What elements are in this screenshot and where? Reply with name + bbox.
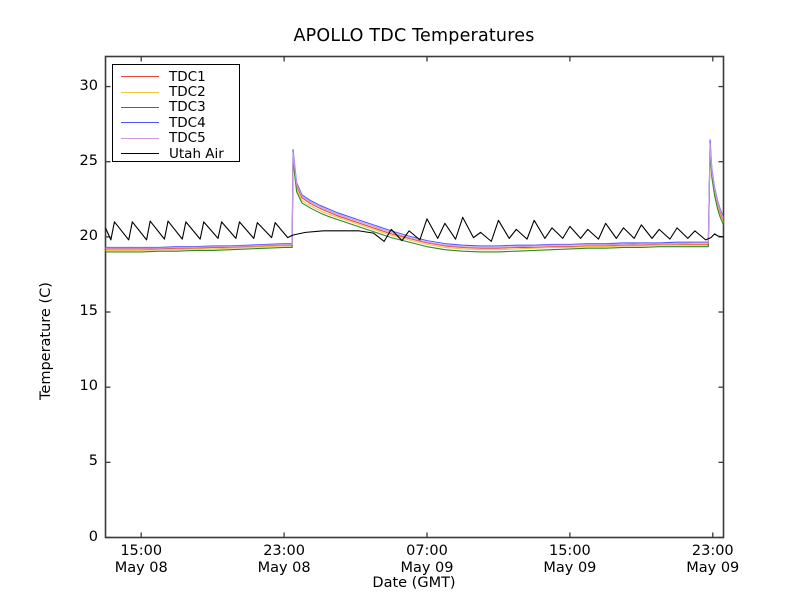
series-line-utah-air [105, 216, 724, 242]
data-lines [105, 139, 724, 253]
x-tick-label: 15:00 May 08 [91, 543, 191, 577]
x-tick-label: 07:00 May 09 [377, 543, 477, 577]
y-tick-label: 30 [79, 77, 98, 94]
x-tick-date: May 08 [257, 559, 311, 576]
series-line-tdc3 [105, 149, 724, 253]
y-tick-label: 0 [88, 528, 98, 545]
x-tick-date: May 09 [543, 559, 597, 576]
x-axis-label: Date (GMT) [372, 575, 456, 591]
x-tick-label: 23:00 May 09 [663, 543, 763, 577]
x-tick-date: May 09 [400, 559, 454, 576]
y-tick-label: 25 [79, 152, 98, 169]
legend-item-tdc1[interactable]: TDC1 [113, 68, 239, 85]
axis-ticks [105, 56, 724, 539]
legend-color-swatch [121, 76, 159, 78]
x-tick-label: 23:00 May 08 [234, 543, 334, 577]
series-line-tdc1 [105, 144, 724, 250]
x-tick-time: 15:00 [548, 542, 591, 559]
legend-item-tdc4[interactable]: TDC4 [113, 114, 239, 131]
series-line-tdc4 [105, 139, 724, 248]
y-tick-label: 10 [79, 378, 98, 395]
legend-color-swatch [121, 106, 159, 108]
series-line-tdc5 [105, 143, 724, 249]
legend-item-label: TDC2 [169, 84, 206, 101]
page-title: APOLLO TDC Temperatures [293, 26, 535, 46]
y-tick-label: 5 [88, 453, 98, 470]
x-tick-time: 23:00 [691, 542, 734, 559]
y-tick-label: 15 [79, 303, 98, 320]
legend-item-label: Utah Air [169, 145, 224, 162]
y-axis-tick-labels: 0 5 10 15 20 25 30 [56, 0, 98, 600]
x-tick-time: 07:00 [406, 542, 448, 559]
legend-item-label: TDC3 [169, 99, 206, 116]
legend-color-swatch [121, 153, 159, 155]
x-tick-label: 15:00 May 09 [520, 543, 620, 577]
legend-item-label: TDC1 [169, 68, 206, 85]
legend-item-utah-air[interactable]: Utah Air [113, 145, 239, 162]
legend-color-swatch [121, 91, 159, 93]
legend-item-label: TDC4 [169, 114, 206, 131]
legend-item-tdc5[interactable]: TDC5 [113, 130, 239, 147]
legend-color-swatch [121, 122, 159, 124]
x-tick-date: May 08 [114, 559, 168, 576]
legend-item-tdc2[interactable]: TDC2 [113, 84, 239, 101]
x-tick-time: 23:00 [263, 542, 305, 559]
legend-color-swatch [121, 137, 159, 139]
series-line-tdc2 [105, 147, 724, 251]
x-tick-time: 15:00 [120, 542, 163, 559]
legend-item-label: TDC5 [169, 130, 206, 147]
y-tick-label: 20 [79, 227, 98, 244]
legend: TDC1 TDC2 TDC3 TDC4 TDC5 Utah Air [112, 64, 240, 162]
legend-item-tdc3[interactable]: TDC3 [113, 99, 239, 116]
x-tick-date: May 09 [686, 559, 740, 576]
